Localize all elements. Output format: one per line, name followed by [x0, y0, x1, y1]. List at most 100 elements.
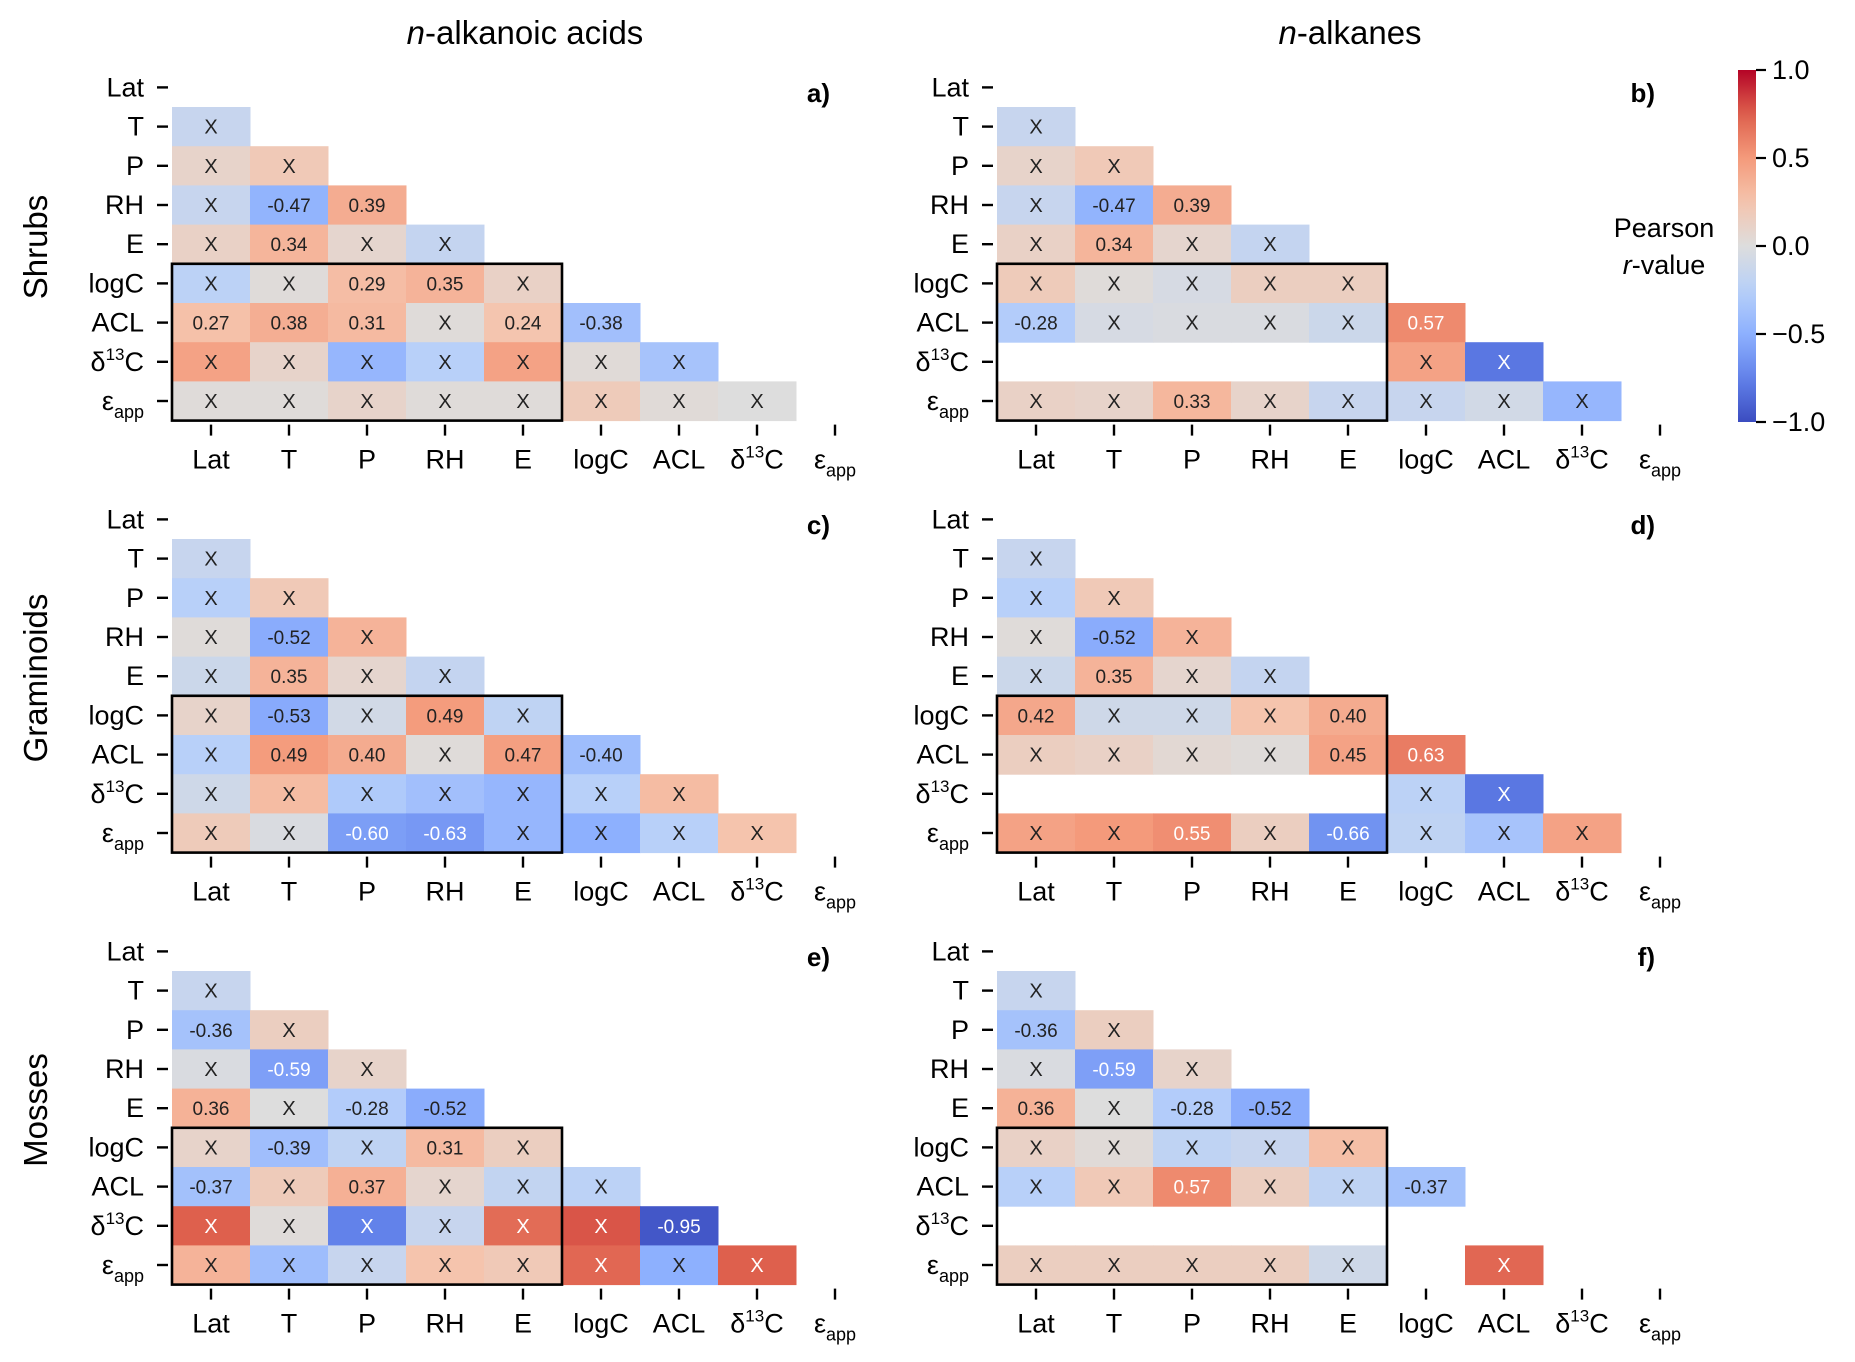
cell-label: 0.55 — [1174, 824, 1211, 845]
cell-label: X — [1185, 313, 1198, 335]
heatmap-cell — [1075, 381, 1154, 422]
cell-label: X — [1185, 705, 1198, 727]
cell-label: 0.35 — [271, 667, 308, 688]
y-tick-label: P — [951, 1015, 969, 1045]
y-tick-label: P — [126, 1015, 144, 1045]
heatmap-cell — [328, 303, 407, 343]
cell-label: X — [204, 195, 217, 217]
heatmap-cell — [1075, 224, 1154, 265]
heatmap-cell — [250, 185, 329, 226]
cell-label: X — [672, 391, 685, 413]
heatmap-cell — [1465, 1245, 1544, 1286]
x-tick-label: E — [514, 1309, 532, 1339]
cell-label: X — [594, 784, 607, 806]
y-tick-label: Lat — [106, 72, 144, 102]
cell-label: X — [360, 391, 373, 413]
cell-label: X — [438, 784, 451, 806]
x-tick-label: RH — [1251, 877, 1290, 907]
cell-label: X — [204, 117, 217, 139]
cell-label: -0.28 — [1170, 1099, 1213, 1120]
y-tick-label: T — [128, 112, 145, 142]
heatmap-cell — [1309, 1127, 1388, 1168]
cell-label: X — [1029, 1059, 1042, 1081]
heatmap-cell — [1231, 1088, 1310, 1129]
heatmap-cell — [562, 735, 641, 775]
cell-label: 0.34 — [1096, 235, 1133, 256]
heatmap-panel: XX XX -0.52 XX 0.35 X X0.42 X X X 0.40X X X X 0.45 0.63… — [913, 504, 1681, 912]
y-tick-label: δ13C — [91, 345, 144, 377]
y-tick-label: Lat — [931, 72, 969, 102]
heatmap-cell — [172, 813, 251, 854]
cell-label: X — [1341, 391, 1354, 413]
heatmap-cell — [406, 1167, 485, 1207]
heatmap-cell — [172, 224, 251, 265]
y-tick-label: Lat — [931, 936, 969, 966]
cell-label: X — [360, 705, 373, 727]
cell-label: 0.40 — [349, 746, 386, 767]
cell-label: X — [204, 352, 217, 374]
x-tick-label: εapp — [1639, 877, 1681, 913]
heatmap-cell — [172, 695, 251, 736]
y-tick-label: ACL — [916, 308, 969, 338]
colorbar-tick-label: 0.0 — [1772, 231, 1810, 261]
cell-label: X — [1341, 1255, 1354, 1277]
heatmap-cell — [172, 342, 251, 382]
heatmap-cell — [1075, 1088, 1154, 1129]
heatmap-cell — [1075, 1245, 1154, 1286]
cell-label: X — [282, 352, 295, 374]
cell-label: X — [1029, 391, 1042, 413]
heatmap-cell — [250, 695, 329, 736]
cell-label: X — [1263, 1255, 1276, 1277]
heatmap-cell — [250, 656, 329, 697]
x-tick-label: δ13C — [1555, 875, 1608, 907]
figure-titles: n-alkanoic acids n-alkanes Shrubs Graminoid… — [17, 14, 1422, 1167]
heatmap-cell — [172, 303, 251, 343]
x-tick-label: ACL — [1478, 877, 1531, 907]
heatmap-cell — [562, 1167, 641, 1207]
cell-label: 0.35 — [427, 274, 464, 295]
heatmap-cell — [1153, 1088, 1232, 1129]
heatmap-cell — [1075, 1010, 1154, 1050]
colorbar-tick-label: −0.5 — [1772, 319, 1825, 349]
cell-label: X — [1497, 784, 1510, 806]
cell-label: X — [750, 391, 763, 413]
cell-label: -0.59 — [267, 1060, 310, 1081]
heatmap-cell — [172, 1206, 251, 1246]
heatmap-cell — [250, 774, 329, 814]
cell-label: X — [360, 1216, 373, 1238]
cell-label: X — [1107, 745, 1120, 767]
heatmap-cell — [997, 539, 1076, 579]
cell-label: 0.24 — [505, 314, 542, 335]
cell-label: X — [1107, 1098, 1120, 1120]
heatmap-cell — [1387, 303, 1466, 343]
cell-label: X — [1341, 313, 1354, 335]
cell-label: X — [1185, 234, 1198, 256]
cell-label: 0.33 — [1174, 392, 1211, 413]
heatmap-cell — [406, 263, 485, 304]
heatmap-cell — [1075, 617, 1154, 658]
cell-label: -0.52 — [1248, 1099, 1291, 1120]
y-tick-label: E — [126, 229, 144, 259]
x-tick-label: Lat — [1017, 877, 1055, 907]
y-tick-label: RH — [105, 190, 144, 220]
heatmap-cell — [406, 1127, 485, 1168]
heatmap-cell — [640, 342, 719, 382]
heatmap-cell — [997, 185, 1076, 226]
y-tick-label: ACL — [91, 1172, 144, 1202]
heatmap-cell — [172, 263, 251, 304]
cell-label: -0.52 — [1092, 628, 1135, 649]
cell-label: X — [516, 1216, 529, 1238]
cell-label: X — [360, 352, 373, 374]
x-tick-label: εapp — [1639, 1309, 1681, 1345]
cell-label: 0.39 — [1174, 196, 1211, 217]
cell-label: X — [1107, 1137, 1120, 1159]
cell-label: X — [360, 1059, 373, 1081]
y-tick-label: E — [126, 1093, 144, 1123]
heatmap-cell — [172, 617, 251, 658]
heatmap-cell — [484, 1127, 563, 1168]
heatmap-cell — [406, 1206, 485, 1246]
heatmap-cell — [1387, 381, 1466, 422]
heatmap-cell — [997, 1167, 1076, 1207]
heatmap-cell — [406, 303, 485, 343]
cell-label: X — [1107, 313, 1120, 335]
